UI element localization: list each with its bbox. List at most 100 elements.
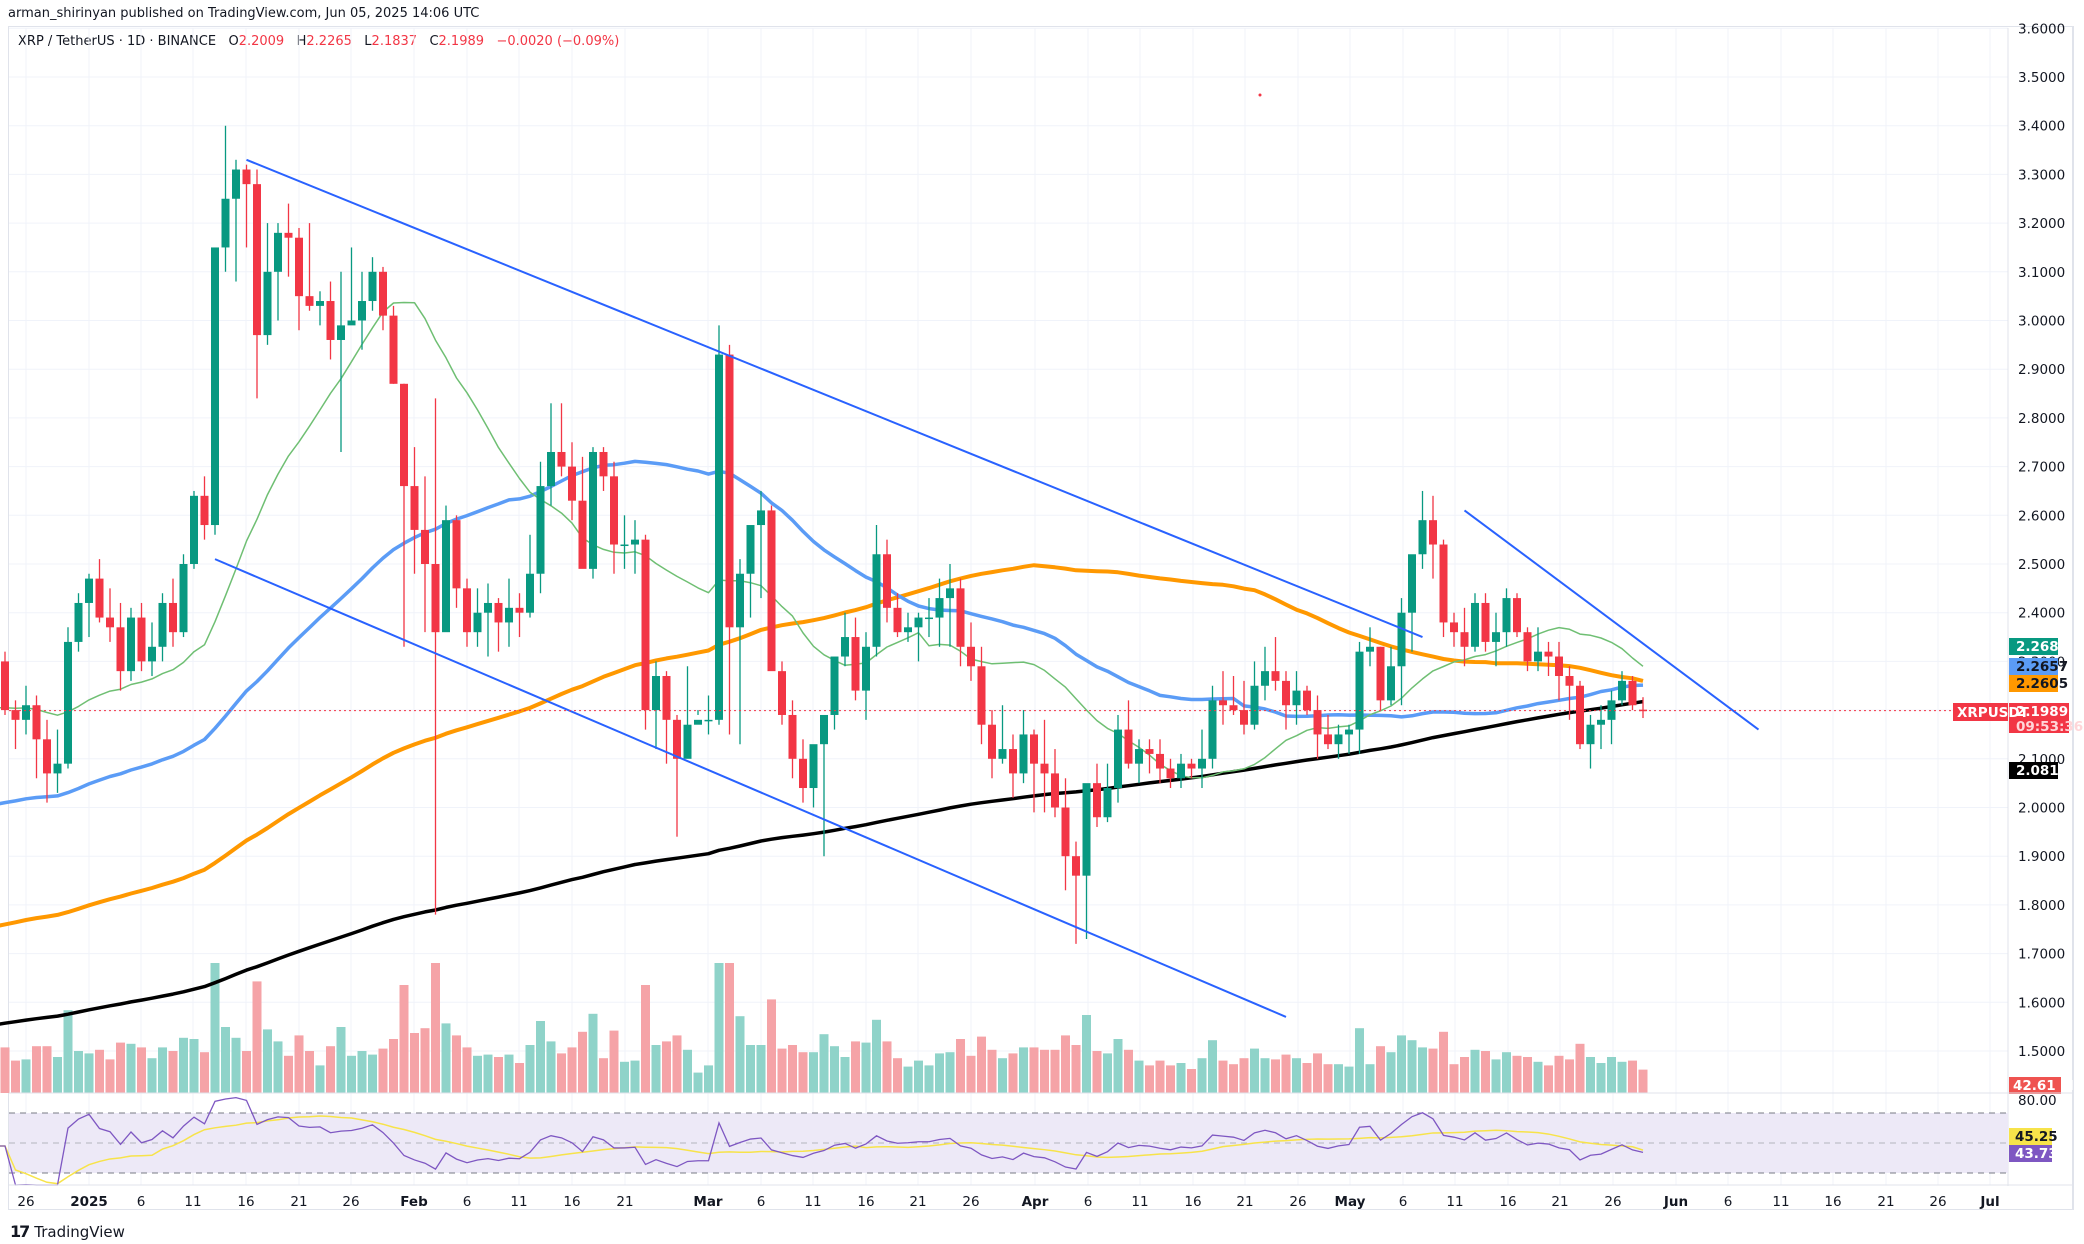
candle-up[interactable] <box>1177 763 1185 779</box>
candle-down[interactable] <box>305 296 314 306</box>
candle-up[interactable] <box>22 705 30 720</box>
candle-down[interactable] <box>893 607 902 633</box>
candle-up[interactable] <box>946 588 954 599</box>
candle-down[interactable] <box>1576 685 1584 745</box>
candle-down[interactable] <box>1030 734 1038 764</box>
candle-down[interactable] <box>610 476 618 545</box>
candle-down[interactable] <box>778 671 786 715</box>
candle-up[interactable] <box>1103 788 1112 818</box>
symbol-title[interactable]: XRP / TetherUS · 1D · BINANCE <box>18 34 217 49</box>
candle-down[interactable] <box>1166 768 1175 779</box>
candle-down[interactable] <box>452 520 461 589</box>
candle-down[interactable] <box>1093 783 1101 818</box>
candle-down[interactable] <box>200 495 209 526</box>
candle-up[interactable] <box>368 271 377 302</box>
candle-up[interactable] <box>862 646 870 691</box>
candle-up[interactable] <box>589 451 597 569</box>
candle-down[interactable] <box>1124 729 1133 764</box>
candle-up[interactable] <box>547 451 555 487</box>
candle-up[interactable] <box>64 641 72 764</box>
candle-down[interactable] <box>725 354 734 628</box>
candle-up[interactable] <box>358 301 366 321</box>
candle-up[interactable] <box>1607 700 1616 720</box>
candle-up[interactable] <box>1534 651 1542 662</box>
candle-down[interactable] <box>295 237 303 297</box>
candle-up[interactable] <box>190 495 198 564</box>
candle-down[interactable] <box>1 661 9 711</box>
candle-down[interactable] <box>32 705 41 740</box>
candle-down[interactable] <box>284 232 293 238</box>
candle-up[interactable] <box>316 301 324 306</box>
candle-up[interactable] <box>1366 646 1374 652</box>
candle-up[interactable] <box>1471 602 1479 647</box>
candle-up[interactable] <box>127 617 135 672</box>
candle-down[interactable] <box>389 315 398 384</box>
candle-down[interactable] <box>1282 680 1290 706</box>
candle-up[interactable] <box>1208 700 1217 759</box>
candle-down[interactable] <box>988 724 996 759</box>
candle-down[interactable] <box>1439 544 1448 623</box>
candle-up[interactable] <box>1387 666 1395 701</box>
candle-down[interactable] <box>1187 763 1196 769</box>
candle-down[interactable] <box>673 719 681 759</box>
candle-down[interactable] <box>137 617 146 662</box>
candle-down[interactable] <box>662 676 671 720</box>
candle-up[interactable] <box>74 602 83 642</box>
candle-down[interactable] <box>1481 602 1490 642</box>
candle-up[interactable] <box>841 637 849 657</box>
candle-down[interactable] <box>1628 680 1637 706</box>
candle-up[interactable] <box>1618 680 1626 701</box>
candle-up[interactable] <box>620 544 629 547</box>
candle-down[interactable] <box>799 758 807 789</box>
candle-down[interactable] <box>43 739 51 774</box>
candle-up[interactable] <box>1586 724 1595 745</box>
candle-up[interactable] <box>631 539 639 545</box>
candle-down[interactable] <box>1460 632 1469 647</box>
candle-up[interactable] <box>1082 783 1091 876</box>
candle-up[interactable] <box>935 598 944 618</box>
candle-down[interactable] <box>326 301 335 340</box>
candle-up[interactable] <box>914 617 923 628</box>
candle-down[interactable] <box>851 637 860 691</box>
candle-down[interactable] <box>463 588 471 633</box>
trendline-recent-resistance[interactable] <box>1463 509 1760 731</box>
candle-up[interactable] <box>1135 749 1143 764</box>
candle-down[interactable] <box>1639 709 1647 712</box>
candle-down[interactable] <box>1061 807 1070 857</box>
candle-down[interactable] <box>1544 651 1553 657</box>
candle-down[interactable] <box>1523 632 1532 662</box>
candle-down[interactable] <box>1376 646 1385 701</box>
candle-down[interactable] <box>883 554 891 608</box>
candle-down[interactable] <box>1145 749 1154 754</box>
candle-up[interactable] <box>830 656 839 715</box>
candle-down[interactable] <box>410 486 419 530</box>
candle-down[interactable] <box>568 466 576 501</box>
candle-down[interactable] <box>400 383 408 487</box>
candle-up[interactable] <box>1250 685 1259 725</box>
candle-down[interactable] <box>494 602 503 623</box>
candle-up[interactable] <box>683 724 692 759</box>
candle-down[interactable] <box>116 627 125 672</box>
candle-up[interactable] <box>442 520 450 633</box>
candle-up[interactable] <box>221 198 230 248</box>
candle-down[interactable] <box>788 714 797 759</box>
candle-up[interactable] <box>148 646 156 662</box>
candle-up[interactable] <box>337 325 345 340</box>
candle-up[interactable] <box>211 247 219 526</box>
candle-down[interactable] <box>578 500 587 569</box>
candle-up[interactable] <box>1355 651 1364 730</box>
candle-up[interactable] <box>536 486 545 574</box>
candle-up[interactable] <box>746 525 755 574</box>
candle-up[interactable] <box>925 617 933 620</box>
candle-down[interactable] <box>1051 773 1059 808</box>
candle-down[interactable] <box>1565 676 1574 686</box>
candle-down[interactable] <box>1156 753 1164 769</box>
candle-up[interactable] <box>1114 729 1122 789</box>
candle-down[interactable] <box>641 539 650 711</box>
candle-up[interactable] <box>1019 734 1028 774</box>
candle-down[interactable] <box>431 564 440 633</box>
candle-up[interactable] <box>736 573 744 628</box>
candle-down[interactable] <box>1555 656 1563 677</box>
candle-up[interactable] <box>652 676 660 711</box>
candle-up[interactable] <box>347 320 356 326</box>
